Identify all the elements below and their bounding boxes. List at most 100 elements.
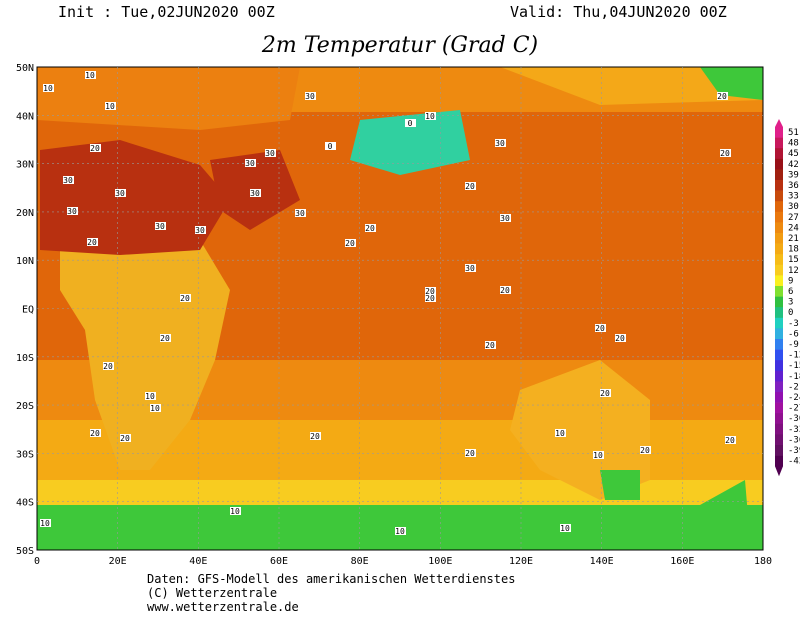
contour-label-bg — [500, 286, 511, 294]
contour-label-bg — [555, 429, 566, 437]
contour-label-bg — [425, 287, 436, 295]
contour-label-bg — [67, 207, 78, 215]
contour-label-bg — [485, 341, 496, 349]
colorbar-label: 18 — [788, 245, 799, 255]
init-time: Init : Tue,02JUN2020 00Z — [58, 3, 275, 21]
contour-label: 20 — [310, 432, 320, 441]
contour-label: 20 — [595, 324, 605, 333]
contour-label-bg — [180, 294, 191, 302]
contour-label-bg — [195, 226, 206, 234]
contour-label-bg — [87, 238, 98, 246]
colorbar-label: 3 — [788, 298, 793, 308]
colorbar-label: -27 — [788, 404, 800, 414]
contour-label-bg — [90, 144, 101, 152]
contour-label: 10 — [150, 404, 160, 413]
contour-label: 10 — [105, 102, 115, 111]
colorbar-swatch — [775, 222, 783, 234]
contour-label-bg — [120, 434, 131, 442]
colorbar-swatch — [775, 254, 783, 266]
contour-label-bg — [425, 112, 436, 120]
contour-label: 20 — [725, 436, 735, 445]
colorbar-label: -39 — [788, 446, 800, 456]
map-field — [37, 67, 763, 550]
lon-label: 160E — [670, 556, 694, 567]
colorbar-cap — [775, 119, 783, 127]
colorbar-label: 48 — [788, 139, 799, 149]
contour-label-bg — [595, 324, 606, 332]
contour-label-bg — [295, 209, 306, 217]
colorbar-label: -15 — [788, 361, 800, 371]
contour-label: 20 — [720, 149, 730, 158]
contour-label-bg — [63, 176, 74, 184]
lat-label: 20S — [16, 401, 34, 412]
colorbar-swatch — [775, 275, 783, 287]
colorbar-label: -33 — [788, 425, 800, 435]
contour-label: 30 — [250, 189, 260, 198]
contour-label: 20 — [90, 144, 100, 153]
lon-label: 80E — [351, 556, 369, 567]
colorbar-swatch — [775, 455, 783, 467]
lon-label: 60E — [270, 556, 288, 567]
contour-label: 20 — [87, 238, 97, 247]
contour-label: 20 — [160, 334, 170, 343]
colorbar-swatch — [775, 307, 783, 319]
colorbar-label: -42 — [788, 457, 800, 467]
contour-label-bg — [85, 71, 96, 79]
colorbar-label: 0 — [788, 308, 793, 318]
contour-label: 10 — [145, 392, 155, 401]
colorbar-label: 39 — [788, 170, 799, 180]
lat-label: 30S — [16, 449, 34, 460]
colorbar-swatch — [775, 137, 783, 149]
colorbar-swatch — [775, 201, 783, 213]
contour-label: 20 — [103, 362, 113, 371]
colorbar-label: -21 — [788, 382, 800, 392]
contour-label-bg — [115, 189, 126, 197]
contour-label-bg — [43, 84, 54, 92]
contour-label: 20 — [465, 449, 475, 458]
lat-label: 50S — [16, 546, 34, 557]
map-title: 2m Temperatur (Grad C) — [261, 33, 538, 58]
contour-label: 20 — [600, 389, 610, 398]
contour-label: 30 — [495, 139, 505, 148]
colorbar-swatch — [775, 211, 783, 223]
lat-label: 30N — [16, 160, 34, 171]
footer-line: Daten: GFS-Modell des amerikanischen Wet… — [147, 572, 515, 586]
lat-label: 10S — [16, 353, 34, 364]
colorbar-swatch — [775, 190, 783, 202]
contour-label: 30 — [63, 176, 73, 185]
colorbar-label: 6 — [788, 287, 793, 297]
colorbar-label: -30 — [788, 414, 800, 424]
colorbar-label: 27 — [788, 213, 799, 223]
contour-label: 20 — [120, 434, 130, 443]
contour-label-bg — [600, 389, 611, 397]
contour-label-bg — [725, 436, 736, 444]
contour-label: 10 — [425, 112, 435, 121]
contour-label: 20 — [345, 239, 355, 248]
colorbar-cap — [775, 466, 783, 477]
contour-label: 20 — [640, 446, 650, 455]
contour-label: 30 — [500, 214, 510, 223]
colorbar-label: -3 — [788, 319, 799, 329]
colorbar-label: -24 — [788, 393, 800, 403]
lon-label: 40E — [189, 556, 207, 567]
contour-label: 20 — [425, 294, 435, 303]
colorbar-swatch — [775, 233, 783, 244]
contour-label: 20 — [180, 294, 190, 303]
contour-label: 30 — [245, 159, 255, 168]
colorbar-label: 42 — [788, 160, 799, 170]
contour-label: 30 — [67, 207, 77, 216]
contour-label: 10 — [230, 507, 240, 516]
colorbar-swatch — [775, 423, 783, 435]
contour-label-bg — [395, 527, 406, 535]
lat-label: 50N — [16, 63, 34, 74]
contour-label-bg — [310, 432, 321, 440]
contour-label-bg — [103, 362, 114, 370]
colorbar-label: 33 — [788, 192, 799, 202]
colorbar-swatch — [775, 328, 783, 340]
contour-label-bg — [640, 446, 651, 454]
lon-label: 180 — [754, 556, 772, 567]
lon-label: 140E — [590, 556, 614, 567]
contour-label: 30 — [195, 226, 205, 235]
lat-label: EQ — [22, 305, 34, 316]
